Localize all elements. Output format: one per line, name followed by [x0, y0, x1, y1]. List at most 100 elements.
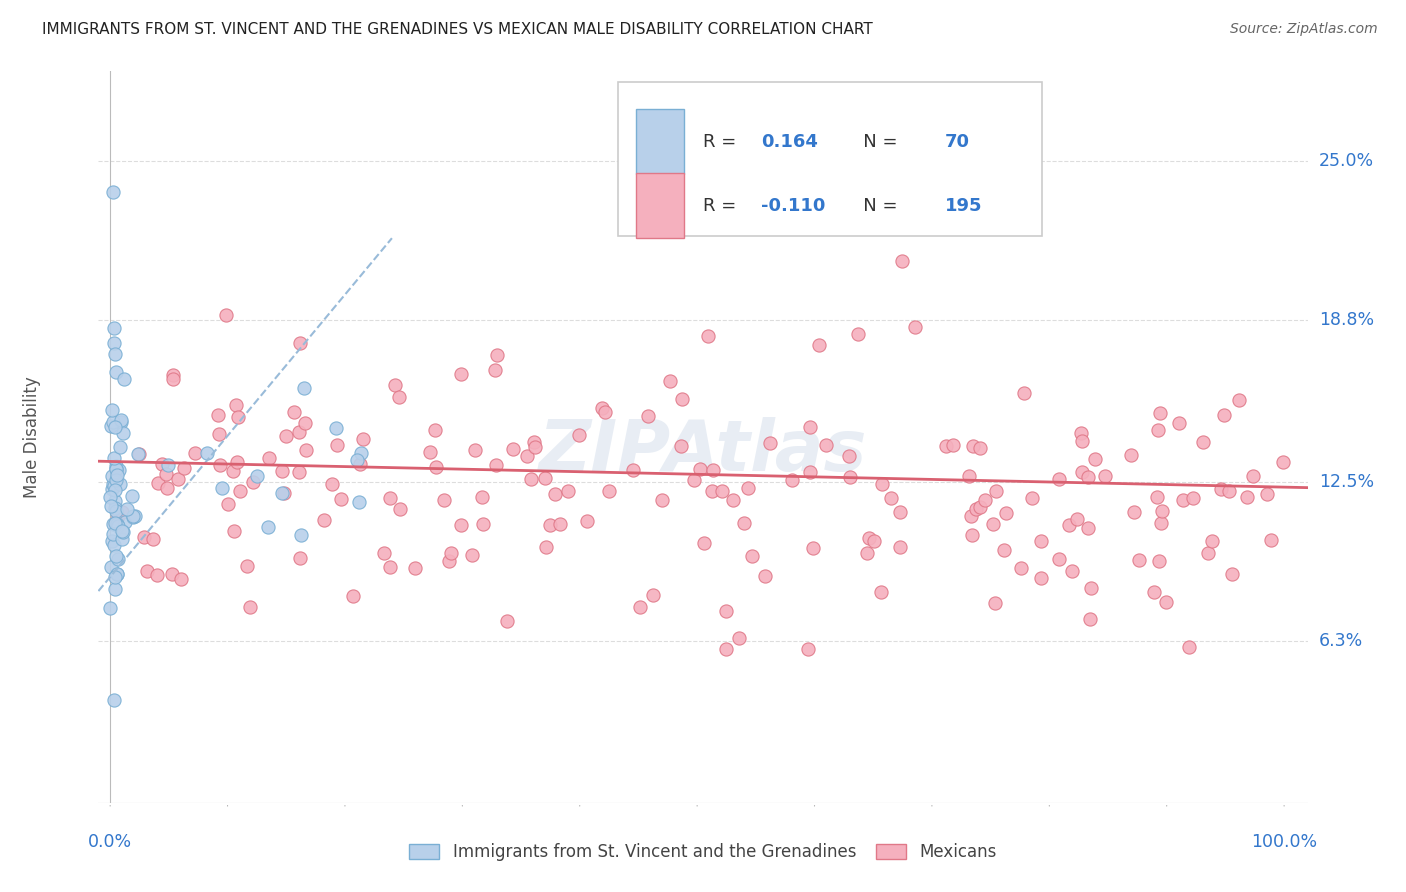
Point	[889, 505, 911, 519]
Point	[98, 491, 121, 505]
Point	[1260, 533, 1282, 548]
Point	[548, 517, 571, 532]
Text: Source: ZipAtlas.com: Source: ZipAtlas.com	[1230, 22, 1378, 37]
Point	[224, 524, 246, 538]
Point	[173, 461, 195, 475]
Point	[696, 329, 718, 343]
Point	[288, 425, 311, 440]
Point	[1168, 417, 1191, 431]
Point	[814, 437, 837, 451]
Point	[1094, 468, 1116, 483]
Point	[283, 405, 305, 419]
Point	[1220, 566, 1243, 581]
Point	[683, 473, 706, 487]
Point	[105, 365, 128, 379]
Point	[352, 432, 374, 446]
FancyBboxPatch shape	[637, 173, 683, 238]
Point	[184, 446, 207, 460]
Point	[404, 560, 426, 574]
Point	[1066, 512, 1088, 526]
Text: N =: N =	[845, 197, 903, 215]
Point	[388, 390, 411, 404]
Point	[1010, 560, 1032, 574]
Point	[195, 446, 218, 460]
FancyBboxPatch shape	[619, 82, 1042, 235]
Point	[155, 467, 177, 482]
Point	[799, 419, 821, 434]
Text: 0.164: 0.164	[761, 133, 818, 151]
Point	[533, 471, 555, 485]
Point	[538, 518, 561, 533]
Point	[1209, 482, 1232, 496]
Point	[890, 254, 912, 268]
Point	[858, 532, 880, 546]
Point	[326, 438, 349, 452]
Point	[1059, 518, 1081, 533]
Point	[276, 429, 298, 443]
Point	[759, 436, 782, 450]
Point	[520, 472, 543, 486]
Point	[711, 483, 734, 498]
Point	[107, 519, 129, 533]
Point	[1060, 564, 1083, 578]
Point	[1150, 504, 1173, 518]
Point	[350, 445, 373, 459]
Point	[136, 564, 159, 578]
Point	[450, 367, 472, 381]
Point	[239, 600, 262, 615]
Point	[101, 477, 124, 491]
Point	[236, 558, 259, 573]
Point	[692, 536, 714, 550]
Point	[486, 348, 509, 362]
Point	[1128, 553, 1150, 567]
Point	[524, 440, 547, 454]
Point	[112, 425, 135, 440]
Text: R =: R =	[703, 197, 742, 215]
Point	[984, 484, 1007, 499]
Point	[965, 502, 987, 516]
Point	[259, 450, 281, 465]
Point	[156, 482, 179, 496]
Point	[425, 423, 447, 437]
Point	[108, 440, 131, 454]
Point	[103, 527, 125, 541]
Point	[903, 320, 925, 334]
Point	[288, 466, 311, 480]
Point	[1077, 521, 1099, 535]
Point	[702, 463, 724, 477]
Point	[621, 462, 644, 476]
Point	[103, 321, 125, 335]
Point	[935, 439, 957, 453]
Point	[628, 599, 651, 614]
Point	[1212, 409, 1234, 423]
Point	[471, 490, 494, 504]
Point	[1236, 491, 1258, 505]
Point	[101, 403, 124, 417]
Point	[104, 473, 127, 487]
Text: IMMIGRANTS FROM ST. VINCENT AND THE GRENADINES VS MEXICAN MALE DISABILITY CORREL: IMMIGRANTS FROM ST. VINCENT AND THE GREN…	[42, 22, 873, 37]
Text: 0.0%: 0.0%	[89, 833, 132, 851]
Point	[124, 508, 146, 523]
Point	[960, 528, 983, 542]
Point	[495, 614, 517, 628]
Point	[516, 449, 538, 463]
Point	[993, 542, 1015, 557]
Point	[870, 584, 893, 599]
Point	[846, 326, 869, 341]
Point	[105, 516, 128, 531]
Point	[325, 421, 347, 435]
Point	[889, 540, 911, 554]
Point	[349, 457, 371, 471]
Point	[273, 486, 295, 500]
Point	[103, 538, 125, 552]
Point	[643, 588, 665, 602]
Point	[1197, 545, 1219, 559]
Point	[226, 409, 249, 424]
Point	[464, 443, 486, 458]
Point	[440, 546, 463, 560]
Point	[271, 464, 294, 478]
Point	[110, 415, 132, 429]
Point	[485, 458, 508, 472]
Point	[969, 500, 991, 514]
Point	[110, 413, 132, 427]
